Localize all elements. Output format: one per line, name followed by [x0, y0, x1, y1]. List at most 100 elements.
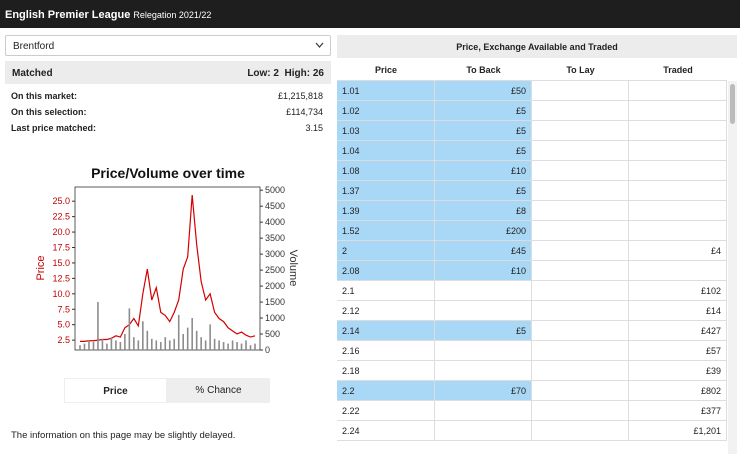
column-header: Price [337, 58, 435, 81]
table-cell: £5 [435, 321, 532, 341]
price-line [80, 194, 256, 342]
table-cell [532, 421, 629, 441]
volume-bar [191, 318, 193, 350]
table-cell: 2.1 [337, 281, 435, 301]
volume-bar [83, 343, 86, 350]
volume-bar [119, 342, 122, 350]
table-cell: 2.18 [337, 361, 435, 381]
low-high: Low: 2 High: 26 [247, 68, 324, 79]
table-cell [532, 101, 629, 121]
volume-bar [159, 342, 162, 350]
table-cell: 2.16 [337, 341, 435, 361]
table-cell: £39 [629, 361, 727, 381]
table-cell: £5 [435, 141, 532, 161]
volume-bar [92, 342, 95, 350]
table-cell [435, 281, 532, 301]
table-cell: 2 [337, 241, 435, 261]
tab-price[interactable]: Price [64, 378, 167, 403]
volume-bar [231, 340, 234, 350]
volume-bar [133, 337, 135, 350]
stat-value: 3.15 [305, 123, 323, 133]
volume-bar [168, 340, 171, 350]
volume-bar [150, 338, 153, 350]
table-cell [532, 281, 629, 301]
y2-tick-label: 1500 [265, 297, 285, 307]
volume-bar [115, 340, 117, 350]
price-table: Price, Exchange Available and Traded Pri… [337, 35, 740, 454]
table-cell: £5 [435, 121, 532, 141]
volume-bar [142, 321, 144, 350]
volume-bar [182, 334, 185, 350]
table-cell: 2.22 [337, 401, 435, 421]
table-cell [532, 401, 629, 421]
stat-label: Last price matched: [11, 123, 97, 133]
table-cell [629, 221, 727, 241]
y2-tick-label: 4000 [265, 217, 285, 227]
table-cell: £70 [435, 381, 532, 401]
table-cell: £45 [435, 241, 532, 261]
table-cell [532, 261, 629, 281]
table-cell: £57 [629, 341, 727, 361]
volume-bar [213, 338, 216, 350]
table-cell [629, 181, 727, 201]
table-cell [629, 121, 727, 141]
matched-bar: Matched Low: 2 High: 26 [5, 61, 331, 84]
table-cell: £50 [435, 81, 532, 101]
volume-bar [110, 337, 113, 350]
table-cell: £10 [435, 161, 532, 181]
matched-label: Matched [12, 68, 53, 79]
table-cell: 1.08 [337, 161, 435, 181]
selection-text: Brentford [13, 41, 55, 52]
table-cell [629, 161, 727, 181]
chart: Price/Volume over time 2.5 5.0 7.5 10.0 12.5 1… [35, 165, 299, 355]
dropdown-arrow [315, 42, 324, 48]
table-cell: 2.24 [337, 421, 435, 441]
y-tick-label: 5.0 [57, 320, 70, 330]
volume-bar [146, 330, 149, 350]
table-cell: £200 [435, 221, 532, 241]
chart-title: Price/Volume over time [91, 165, 245, 181]
table-cell [532, 121, 629, 141]
table-cell: £14 [629, 301, 727, 321]
table-cell: £377 [629, 401, 727, 421]
selection-dropdown[interactable]: Brentford [5, 35, 331, 56]
table-cell [435, 421, 532, 441]
volume-bar [240, 343, 243, 350]
y-tick-label: 12.5 [52, 273, 70, 283]
table-cell: £427 [629, 321, 727, 341]
volume-bar [195, 330, 198, 350]
table-cell: 1.39 [337, 201, 435, 221]
table-cell [532, 301, 629, 321]
league-title: English Premier League [5, 9, 131, 21]
table-cell: 1.03 [337, 121, 435, 141]
volume-bar [88, 340, 90, 350]
y-tick-label: 2.5 [57, 335, 70, 345]
column-header: To Back [435, 58, 532, 81]
column-header: Traded [629, 58, 727, 81]
scroll-thumb[interactable] [730, 84, 735, 124]
table-cell [532, 221, 629, 241]
scrollbar[interactable] [728, 81, 737, 454]
y2-axis-label: Volume [287, 250, 299, 287]
volume-bar [245, 340, 247, 350]
table-cell: 2.14 [337, 321, 435, 341]
table-cell [532, 241, 629, 261]
table-cell [532, 181, 629, 201]
table-cell: 1.02 [337, 101, 435, 121]
stat-label: On this market: [11, 91, 78, 101]
table-cell: £10 [435, 261, 532, 281]
table-cell: £5 [435, 181, 532, 201]
table-cell [629, 101, 727, 121]
table-cell [629, 201, 727, 221]
table-cell: £8 [435, 201, 532, 221]
table-cell: 2.2 [337, 381, 435, 401]
y2-tick-label: 3000 [265, 249, 285, 259]
tab-chance[interactable]: % Chance [195, 385, 242, 396]
market-name: Relegation 2021/22 [133, 10, 212, 20]
table-cell: 1.37 [337, 181, 435, 201]
y2-tick-label: 5000 [265, 185, 285, 195]
table-cell: £1,201 [629, 421, 727, 441]
table-cell: 2.08 [337, 261, 435, 281]
y-tick-label: 25.0 [52, 196, 70, 206]
